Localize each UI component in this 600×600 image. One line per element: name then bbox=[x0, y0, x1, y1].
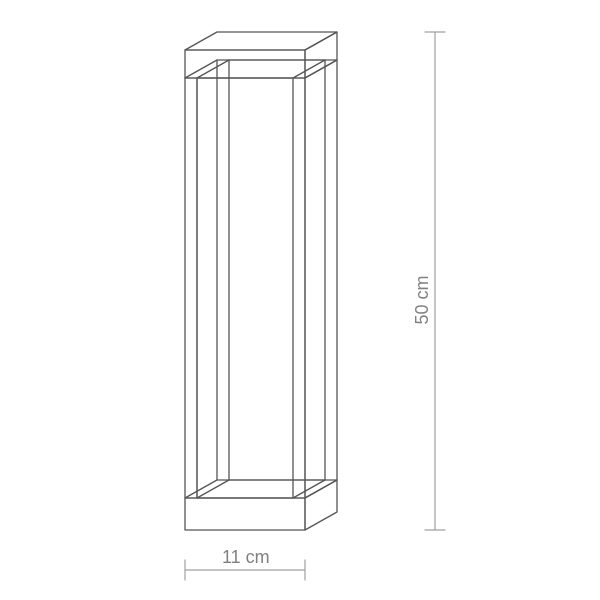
technical-drawing: 11 cm 50 cm bbox=[0, 0, 600, 600]
bollard-object bbox=[185, 32, 337, 530]
height-dimension-label: 50 cm bbox=[412, 275, 432, 324]
width-dimension-label: 11 cm bbox=[222, 547, 270, 567]
